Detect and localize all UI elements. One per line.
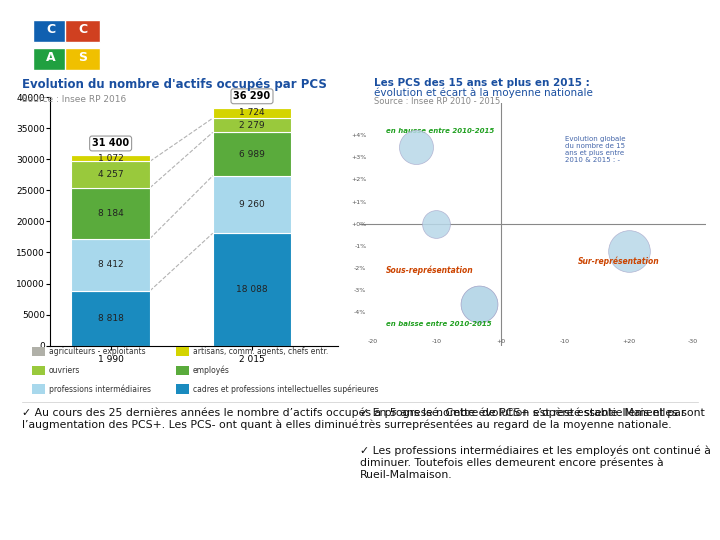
Text: A: A: [46, 51, 55, 64]
Text: -3%: -3%: [354, 288, 366, 293]
Text: Sous-représentation: Sous-représentation: [386, 265, 473, 275]
Bar: [212, 118, 292, 132]
Text: 8 184: 8 184: [98, 208, 124, 218]
Bar: [71, 154, 150, 161]
Text: employés: employés: [193, 366, 230, 375]
Bar: [66, 19, 100, 42]
Text: +3%: +3%: [351, 156, 366, 160]
Text: +0: +0: [496, 339, 505, 344]
Point: [473, 299, 485, 308]
Bar: [71, 161, 150, 188]
Bar: [71, 291, 150, 346]
Point: [473, 299, 485, 308]
Point: [410, 143, 422, 151]
Point: [623, 246, 634, 255]
Point: [430, 220, 441, 228]
Text: ✓ Au cours des 25 dernières années le nombre d’actifs occupés a progressé. Cette: ✓ Au cours des 25 dernières années le no…: [22, 408, 685, 430]
Text: La population active: La population active: [315, 25, 539, 45]
Text: -10: -10: [560, 339, 570, 344]
Text: 1 072: 1 072: [98, 153, 124, 163]
Text: -2%: -2%: [354, 266, 366, 271]
Text: 31 400: 31 400: [92, 138, 129, 149]
Text: Evolution globale
du nombre de 15
ans et plus entre
2010 & 2015 : -: Evolution globale du nombre de 15 ans et…: [564, 136, 625, 163]
Text: ✓ Les professions intermédiaires et les employés ont continué à diminuer. Toutef: ✓ Les professions intermédiaires et les …: [360, 446, 711, 480]
Text: +1%: +1%: [351, 199, 366, 205]
Text: 4 257: 4 257: [98, 170, 123, 179]
Bar: [212, 132, 292, 176]
Bar: [66, 48, 100, 70]
Text: C: C: [46, 23, 55, 36]
Text: 18 088: 18 088: [236, 285, 268, 294]
Bar: [212, 176, 292, 233]
Text: -1%: -1%: [354, 244, 366, 249]
Text: 36 290: 36 290: [233, 91, 271, 102]
Text: C: C: [78, 23, 87, 36]
Text: -4%: -4%: [354, 310, 366, 315]
Text: Source : Insee RP 2010 - 2015: Source : Insee RP 2010 - 2015: [374, 97, 500, 106]
Text: professions intermédiaires: professions intermédiaires: [49, 384, 151, 394]
Bar: [212, 233, 292, 346]
Text: Evolution du nombre d'actifs occupés par PCS: Evolution du nombre d'actifs occupés par…: [22, 78, 326, 91]
Text: 9 260: 9 260: [239, 200, 265, 209]
Text: +2%: +2%: [351, 178, 366, 183]
Text: S: S: [78, 51, 87, 64]
Text: +20: +20: [622, 339, 635, 344]
Bar: [71, 188, 150, 239]
Text: -10: -10: [432, 339, 442, 344]
Text: cadres et professions intellectuelles supérieures: cadres et professions intellectuelles su…: [193, 384, 379, 394]
Text: évolution et écart à la moyenne nationale: évolution et écart à la moyenne national…: [374, 87, 593, 98]
Text: +4%: +4%: [351, 133, 366, 138]
Bar: [71, 239, 150, 291]
Text: en hausse entre 2010-2015: en hausse entre 2010-2015: [386, 129, 494, 134]
Text: 8 412: 8 412: [98, 260, 123, 269]
Text: -30: -30: [688, 339, 698, 344]
Bar: [212, 107, 292, 118]
Text: ouvriers: ouvriers: [49, 366, 81, 375]
Text: Source : Insee RP 2016: Source : Insee RP 2016: [22, 94, 126, 104]
Bar: [33, 19, 68, 42]
Text: 6 989: 6 989: [239, 150, 265, 159]
Text: en baisse entre 2010-2015: en baisse entre 2010-2015: [386, 321, 491, 327]
Text: 1 724: 1 724: [239, 109, 265, 117]
Text: +0%: +0%: [351, 221, 366, 227]
Text: 2 279: 2 279: [239, 121, 265, 130]
Text: Sur-représentation: Sur-représentation: [577, 256, 660, 266]
Text: -20: -20: [368, 339, 378, 344]
Text: Les PCS des 15 ans et plus en 2015 :: Les PCS des 15 ans et plus en 2015 :: [374, 78, 590, 89]
Text: ✓ En 5 ans le nombre de PCS+ est resté stable. Mais elles sont très surreprésent: ✓ En 5 ans le nombre de PCS+ est resté s…: [360, 408, 705, 430]
Text: artisans, comm. agents, chefs entr.: artisans, comm. agents, chefs entr.: [193, 347, 328, 356]
Text: 8 818: 8 818: [98, 314, 124, 323]
Bar: [33, 48, 68, 70]
Text: agriculteurs - exploitants: agriculteurs - exploitants: [49, 347, 145, 356]
